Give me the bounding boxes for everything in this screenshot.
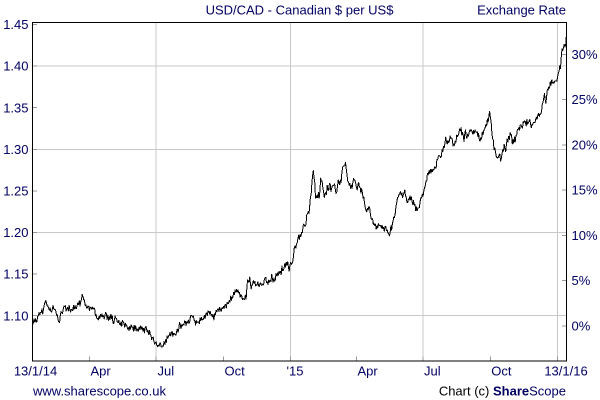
svg-text:25%: 25% — [572, 92, 598, 107]
svg-text:Exchange Rate: Exchange Rate — [477, 3, 566, 18]
svg-text:13/1/14: 13/1/14 — [14, 364, 57, 379]
svg-text:1.15: 1.15 — [3, 267, 28, 282]
svg-text:'15: '15 — [287, 364, 304, 379]
svg-text:30%: 30% — [572, 47, 598, 62]
svg-text:1.35: 1.35 — [3, 100, 28, 115]
svg-text:15%: 15% — [572, 183, 598, 198]
svg-text:Apr: Apr — [358, 364, 379, 379]
svg-text:1.10: 1.10 — [3, 308, 28, 323]
svg-text:Jul: Jul — [158, 364, 175, 379]
svg-text:1.20: 1.20 — [3, 225, 28, 240]
svg-text:1.45: 1.45 — [3, 17, 28, 32]
svg-text:0%: 0% — [572, 319, 591, 334]
svg-text:13/1/16: 13/1/16 — [544, 364, 587, 379]
svg-text:Oct: Oct — [491, 364, 512, 379]
svg-text:10%: 10% — [572, 228, 598, 243]
svg-text:www.sharescope.co.uk: www.sharescope.co.uk — [32, 384, 166, 399]
svg-text:20%: 20% — [572, 138, 598, 153]
svg-text:5%: 5% — [572, 273, 591, 288]
svg-text:Jul: Jul — [424, 364, 441, 379]
svg-text:1.40: 1.40 — [3, 59, 28, 74]
svg-text:Chart (c) ShareScope: Chart (c) ShareScope — [439, 384, 566, 399]
svg-text:1.25: 1.25 — [3, 184, 28, 199]
svg-text:USD/CAD - Canadian $ per US$: USD/CAD - Canadian $ per US$ — [206, 3, 395, 18]
svg-text:Apr: Apr — [91, 364, 112, 379]
svg-text:Oct: Oct — [225, 364, 246, 379]
svg-text:1.30: 1.30 — [3, 142, 28, 157]
